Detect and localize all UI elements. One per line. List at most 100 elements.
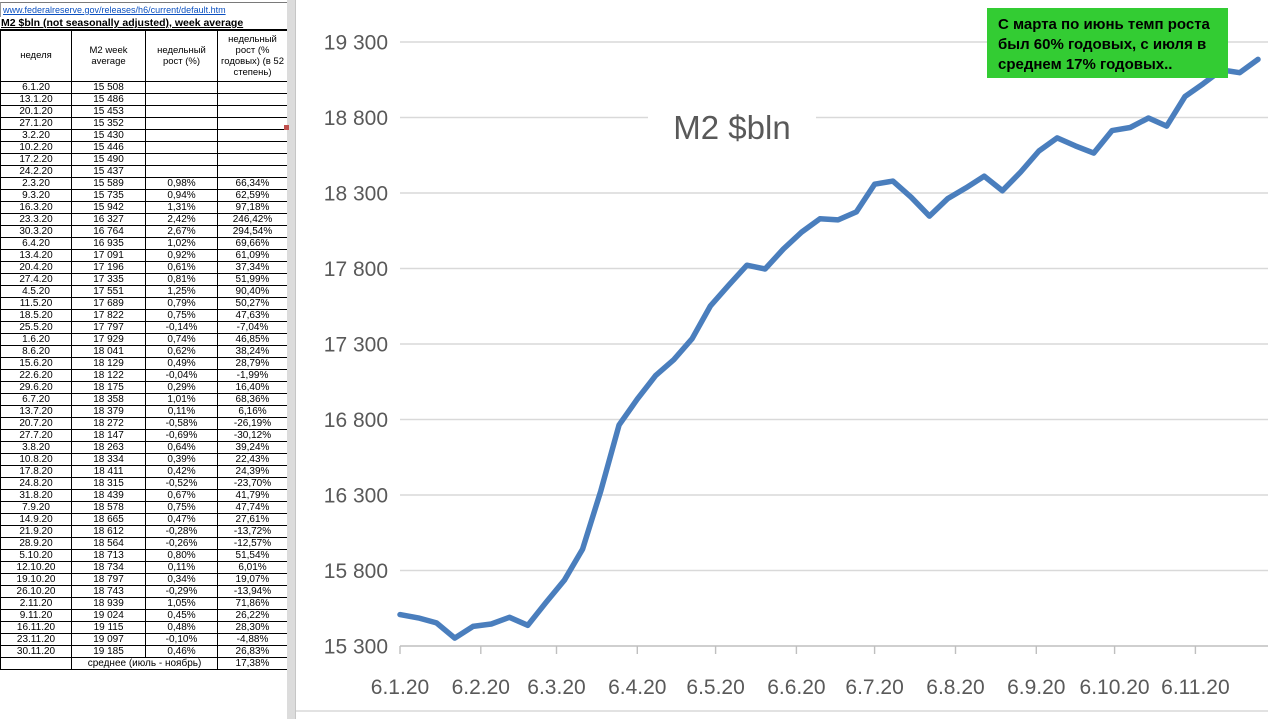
cell[interactable]: 0,94% xyxy=(145,189,218,202)
cell[interactable]: 15 942 xyxy=(71,201,146,214)
cell[interactable]: 13.4.20 xyxy=(0,249,72,262)
cell[interactable]: 19 185 xyxy=(71,645,146,658)
cell[interactable]: 23.11.20 xyxy=(0,633,72,646)
cell[interactable]: 0,80% xyxy=(145,549,218,562)
cell[interactable]: 0,34% xyxy=(145,573,218,586)
cell[interactable]: 18 612 xyxy=(71,525,146,538)
cell[interactable]: 19.10.20 xyxy=(0,573,72,586)
cell[interactable]: 13.1.20 xyxy=(0,93,72,106)
cell[interactable]: 1,02% xyxy=(145,237,218,250)
cell[interactable]: 17 822 xyxy=(71,309,146,322)
cell[interactable] xyxy=(217,165,287,178)
cell[interactable]: -0,14% xyxy=(145,321,218,334)
m2-chart[interactable]: 15 300 15 800 16 300 16 800 17 300 17 800 18 3… xyxy=(296,0,1268,719)
cell[interactable]: 3.8.20 xyxy=(0,441,72,454)
cell[interactable]: 19 115 xyxy=(71,621,146,634)
cell[interactable]: -30,12% xyxy=(217,429,287,442)
cell[interactable]: 10.2.20 xyxy=(0,141,72,154)
footer-value-cell[interactable]: 17,38% xyxy=(217,657,287,670)
cell[interactable] xyxy=(145,165,218,178)
cell[interactable]: 21.9.20 xyxy=(0,525,72,538)
cell[interactable] xyxy=(217,81,287,94)
cell[interactable]: 16.11.20 xyxy=(0,621,72,634)
cell[interactable]: 17 797 xyxy=(71,321,146,334)
cell[interactable]: 97,18% xyxy=(217,201,287,214)
cell[interactable]: 16 764 xyxy=(71,225,146,238)
cell[interactable]: 24.2.20 xyxy=(0,165,72,178)
cell[interactable]: 31.8.20 xyxy=(0,489,72,502)
cell[interactable]: 18 411 xyxy=(71,465,146,478)
cell[interactable]: -0,58% xyxy=(145,417,218,430)
cell[interactable]: 50,27% xyxy=(217,297,287,310)
cell[interactable]: 27.1.20 xyxy=(0,117,72,130)
cell[interactable]: 24,39% xyxy=(217,465,287,478)
cell[interactable]: 26.10.20 xyxy=(0,585,72,598)
cell[interactable]: 20.7.20 xyxy=(0,417,72,430)
cell[interactable]: 0,62% xyxy=(145,345,218,358)
cell[interactable]: 28.9.20 xyxy=(0,537,72,550)
cell[interactable]: 46,85% xyxy=(217,333,287,346)
cell[interactable]: -0,52% xyxy=(145,477,218,490)
cell[interactable]: 51,54% xyxy=(217,549,287,562)
cell[interactable]: -13,72% xyxy=(217,525,287,538)
cell[interactable]: 0,47% xyxy=(145,513,218,526)
cell[interactable]: 0,81% xyxy=(145,273,218,286)
cell[interactable] xyxy=(217,93,287,106)
cell[interactable]: 0,29% xyxy=(145,381,218,394)
cell[interactable]: 1,05% xyxy=(145,597,218,610)
cell[interactable]: 22,43% xyxy=(217,453,287,466)
cell[interactable] xyxy=(217,141,287,154)
cell[interactable]: 18 578 xyxy=(71,501,146,514)
cell[interactable]: 1,25% xyxy=(145,285,218,298)
cell[interactable]: 0,92% xyxy=(145,249,218,262)
cell[interactable]: 0,98% xyxy=(145,177,218,190)
cell[interactable]: 22.6.20 xyxy=(0,369,72,382)
cell[interactable]: 1,31% xyxy=(145,201,218,214)
cell[interactable]: 0,67% xyxy=(145,489,218,502)
cell[interactable]: 18 379 xyxy=(71,405,146,418)
cell[interactable]: 16.3.20 xyxy=(0,201,72,214)
cell[interactable]: 17 335 xyxy=(71,273,146,286)
cell[interactable]: 18 334 xyxy=(71,453,146,466)
cell[interactable]: -0,28% xyxy=(145,525,218,538)
cell[interactable]: 15 446 xyxy=(71,141,146,154)
cell[interactable]: 15.6.20 xyxy=(0,357,72,370)
cell[interactable]: 28,79% xyxy=(217,357,287,370)
cell[interactable]: 17 196 xyxy=(71,261,146,274)
cell[interactable]: 16,40% xyxy=(217,381,287,394)
cell[interactable]: 18 041 xyxy=(71,345,146,358)
cell[interactable]: 27,61% xyxy=(217,513,287,526)
cell[interactable]: -0,69% xyxy=(145,429,218,442)
cell[interactable]: 2,67% xyxy=(145,225,218,238)
cell[interactable]: 30.3.20 xyxy=(0,225,72,238)
cell[interactable]: 18 713 xyxy=(71,549,146,562)
cell[interactable]: 15 352 xyxy=(71,117,146,130)
cell[interactable]: 18 122 xyxy=(71,369,146,382)
cell[interactable]: 1,01% xyxy=(145,393,218,406)
cell[interactable] xyxy=(145,81,218,94)
cell[interactable]: 0,39% xyxy=(145,453,218,466)
cell[interactable]: 2.3.20 xyxy=(0,177,72,190)
cell[interactable]: 41,79% xyxy=(217,489,287,502)
cell[interactable]: -0,26% xyxy=(145,537,218,550)
m2-series-line[interactable] xyxy=(397,56,1261,641)
cell[interactable]: 29.6.20 xyxy=(0,381,72,394)
cell[interactable]: 9.11.20 xyxy=(0,609,72,622)
cell[interactable]: 0,79% xyxy=(145,297,218,310)
cell[interactable]: 246,42% xyxy=(217,213,287,226)
cell[interactable]: 1.6.20 xyxy=(0,333,72,346)
cell[interactable]: 0,49% xyxy=(145,357,218,370)
cell[interactable]: 19 097 xyxy=(71,633,146,646)
column-header-m2[interactable]: M2 week average xyxy=(71,30,146,82)
cell[interactable]: 0,61% xyxy=(145,261,218,274)
cell[interactable]: 24.8.20 xyxy=(0,477,72,490)
cell[interactable]: 16 327 xyxy=(71,213,146,226)
cell[interactable]: 51,99% xyxy=(217,273,287,286)
cell[interactable] xyxy=(0,657,72,670)
cell[interactable]: 18 665 xyxy=(71,513,146,526)
cell[interactable] xyxy=(145,153,218,166)
cell[interactable]: 0,11% xyxy=(145,561,218,574)
cell[interactable]: 6.1.20 xyxy=(0,81,72,94)
cell[interactable]: 18 175 xyxy=(71,381,146,394)
cell[interactable]: 23.3.20 xyxy=(0,213,72,226)
